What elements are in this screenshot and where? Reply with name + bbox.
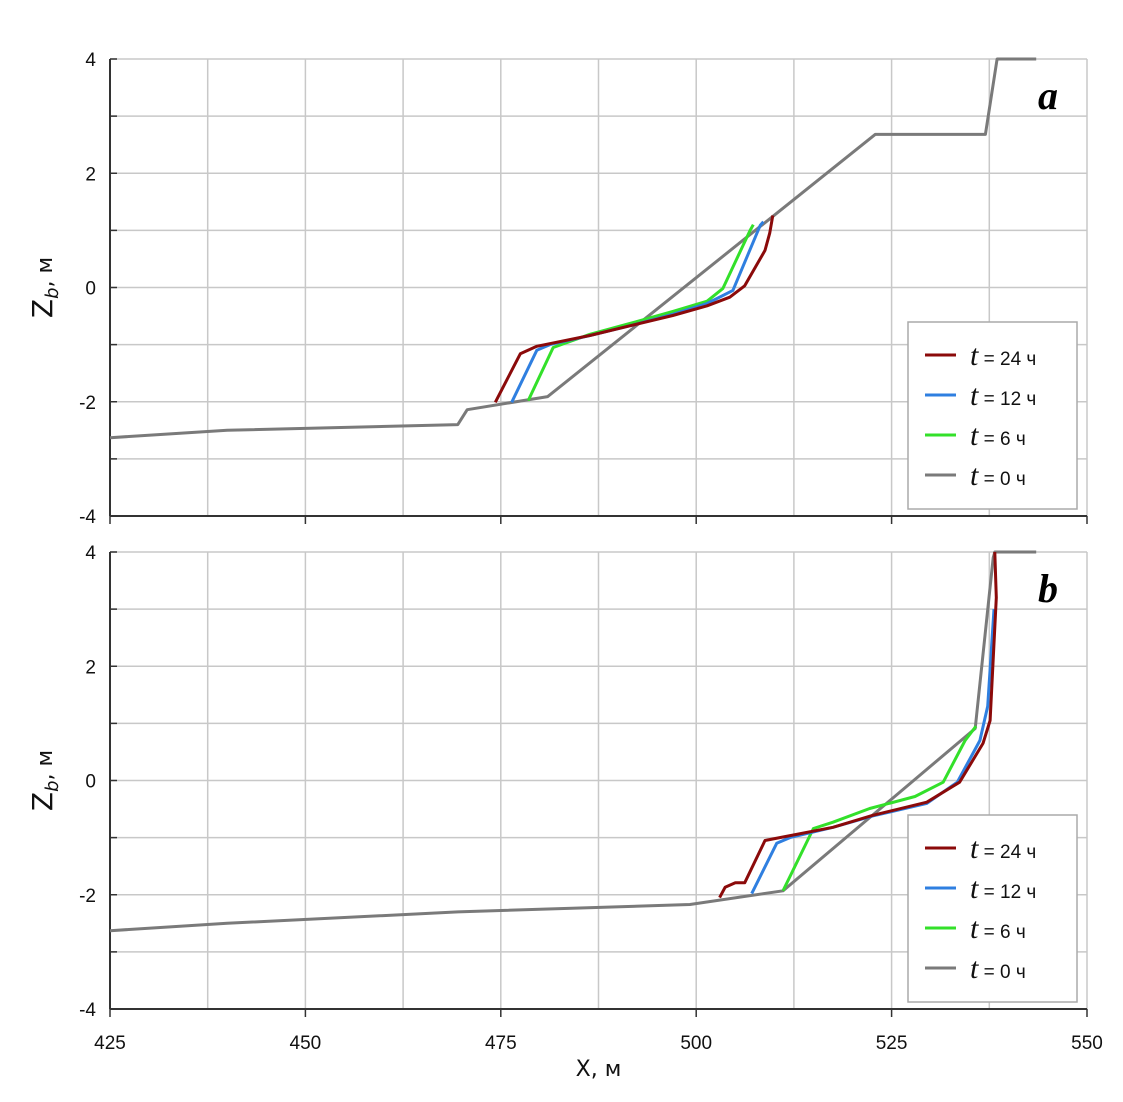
y-tick-label: 2 (85, 657, 96, 678)
legend-entry: t = 0 ч (970, 952, 1026, 985)
y-tick-label: 0 (85, 772, 96, 793)
y-axis-label-var: Z (26, 299, 59, 318)
legend-entry: t = 6 ч (970, 419, 1026, 452)
y-tick-label: 2 (85, 164, 96, 185)
legend-entry-text: = 0 ч (978, 469, 1025, 490)
panel-label: b (1038, 566, 1058, 611)
legend-box (907, 321, 1078, 510)
y-tick-label: 4 (85, 50, 96, 71)
series-line-24h (493, 215, 775, 403)
y-axis-label-sub: b (42, 780, 63, 791)
series-line-24h (718, 551, 998, 899)
series-line-6h (526, 223, 755, 402)
y-axis-label-sub: b (42, 287, 63, 298)
panel-label: a (1038, 73, 1058, 118)
y-axis-label: Zb, м (26, 257, 63, 318)
y-tick-label: -2 (79, 886, 96, 907)
y-tick-label: -4 (79, 507, 96, 528)
series-line-0h (109, 57, 1037, 440)
legend-entry-text: = 24 ч (978, 349, 1036, 370)
legend-entry: t = 0 ч (970, 459, 1026, 492)
legend-entry-var: t (970, 339, 979, 372)
legend-entry-var: t (970, 832, 979, 865)
x-axis-label: X, м (576, 1057, 622, 1082)
legend-entry-text: = 6 ч (978, 922, 1025, 943)
legend-entry-text: = 12 ч (978, 882, 1036, 903)
legend-entry: t = 24 ч (970, 832, 1036, 865)
legend-entry-text: = 24 ч (978, 842, 1036, 863)
y-tick-label: -4 (79, 1000, 96, 1021)
legend-entry: t = 6 ч (970, 912, 1026, 945)
y-axis-label: Zb, м (26, 750, 63, 811)
x-tick-label: 475 (485, 1033, 517, 1054)
series-line-6h (781, 725, 978, 892)
x-tick-label: 550 (1071, 1033, 1103, 1054)
legend-entry-var: t (970, 872, 979, 905)
legend-entry: t = 12 ч (970, 872, 1036, 905)
legend: t = 24 чt = 12 чt = 6 чt = 0 ч (907, 814, 1078, 1003)
legend: t = 24 чt = 12 чt = 6 чt = 0 ч (907, 321, 1078, 510)
x-tick-label: 450 (290, 1033, 322, 1054)
legend-entry-var: t (970, 379, 979, 412)
x-tick-label: 500 (680, 1033, 712, 1054)
y-axis-label-var: Z (26, 792, 59, 811)
legend-entry-text: = 12 ч (978, 389, 1036, 410)
legend-entry-var: t (970, 912, 979, 945)
legend-box (907, 814, 1078, 1003)
y-tick-label: 4 (85, 543, 96, 564)
legend-entry-text: = 6 ч (978, 429, 1025, 450)
y-axis-label-unit: , м (33, 257, 58, 288)
y-axis-label-unit: , м (33, 750, 58, 781)
legend-entry-var: t (970, 459, 979, 492)
series-line-12h (510, 220, 765, 403)
y-tick-label: 0 (85, 279, 96, 300)
x-tick-label: 525 (876, 1033, 908, 1054)
legend-entry: t = 24 ч (970, 339, 1036, 372)
y-tick-label: -2 (79, 393, 96, 414)
legend-entry: t = 12 ч (970, 379, 1036, 412)
x-tick-label: 425 (94, 1033, 126, 1054)
legend-entry-text: = 0 ч (978, 962, 1025, 983)
legend-entry-var: t (970, 952, 979, 985)
legend-entry-var: t (970, 419, 979, 452)
